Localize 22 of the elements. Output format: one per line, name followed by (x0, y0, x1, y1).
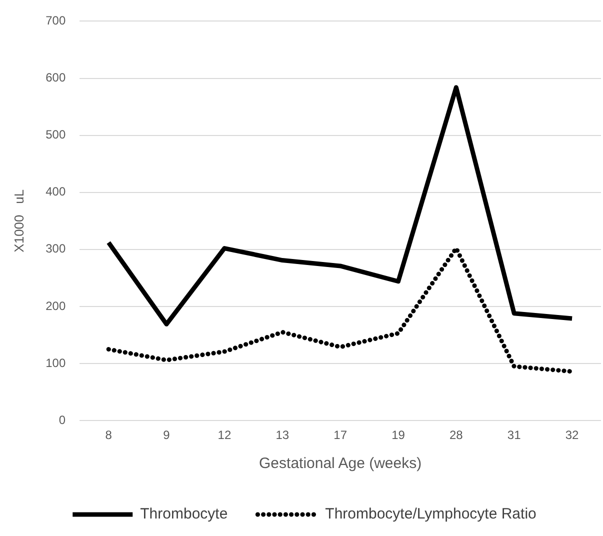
y-tick-label: 100 (46, 356, 66, 370)
x-tick-label: 17 (334, 428, 348, 442)
x-tick-label: 19 (392, 428, 406, 442)
y-tick-label: 500 (46, 128, 66, 142)
y-tick-label: 400 (46, 184, 66, 199)
x-tick-label: 32 (565, 428, 580, 442)
legend-label: Thrombocyte (140, 506, 228, 523)
y-axis-title: X1000 uL (11, 189, 26, 252)
x-tick-label: 28 (449, 428, 464, 442)
x-tick-label: 12 (218, 428, 232, 442)
x-axis-title: Gestational Age (weeks) (259, 455, 422, 472)
y-tick-label: 300 (46, 242, 66, 256)
x-tick-label: 8 (105, 428, 112, 442)
legend-label: Thrombocyte/Lymphocyte Ratio (325, 506, 536, 523)
y-tick-label: 700 (46, 14, 66, 28)
x-tick-label: 31 (507, 428, 522, 442)
x-tick-label: 13 (276, 428, 290, 442)
y-tick-label: 200 (46, 298, 66, 313)
y-tick-label: 0 (58, 412, 66, 427)
line-series (106, 246, 574, 374)
x-tick-label: 9 (163, 428, 170, 442)
y-tick-label: 600 (46, 70, 66, 85)
